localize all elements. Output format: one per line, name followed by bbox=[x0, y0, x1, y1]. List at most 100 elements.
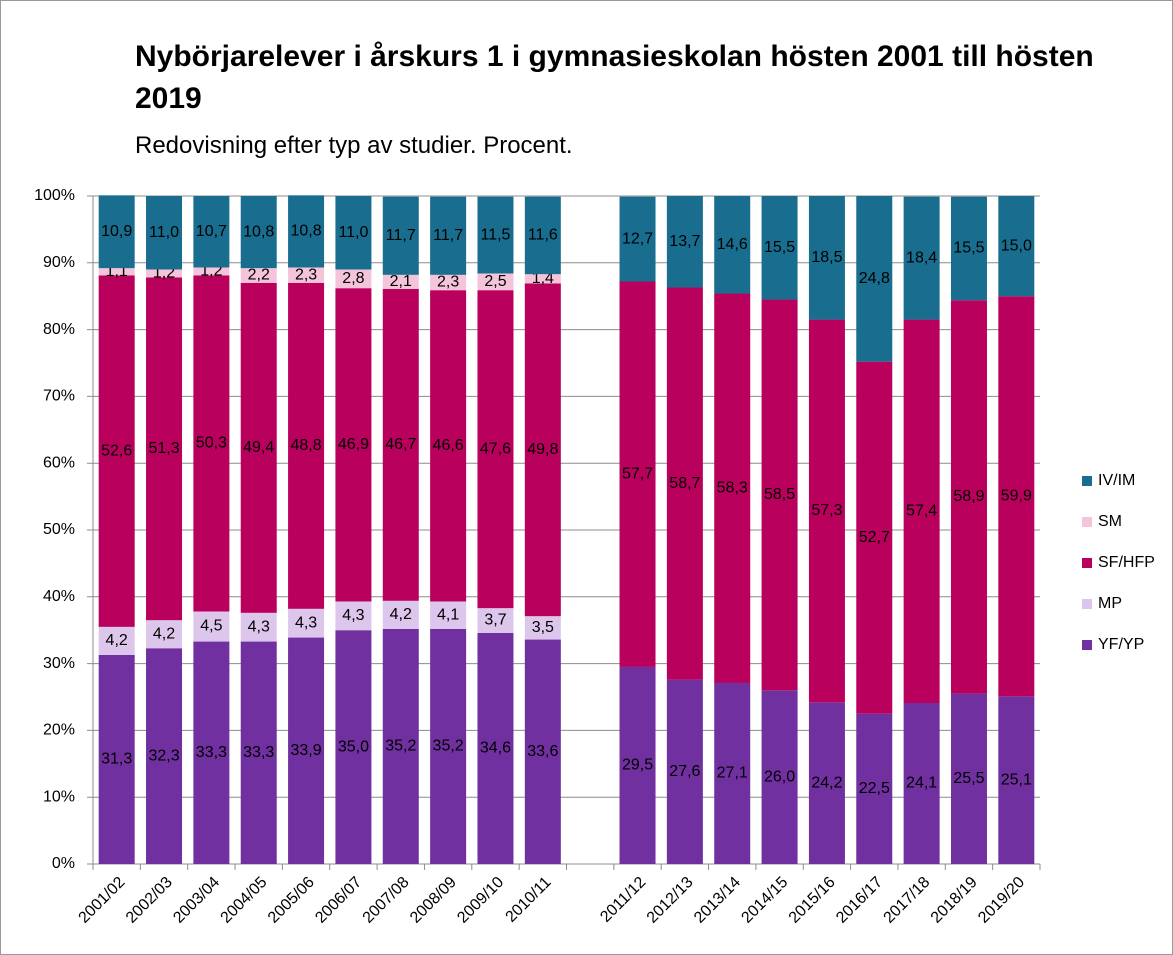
bar-segment bbox=[382, 628, 419, 864]
data-label: 2,3 bbox=[437, 274, 459, 291]
bar-segment bbox=[335, 196, 372, 270]
data-label: 11,0 bbox=[149, 224, 179, 241]
data-label: 10,8 bbox=[243, 223, 274, 240]
bar-segment bbox=[240, 641, 277, 864]
x-tick-label: 2007/08 bbox=[360, 874, 413, 927]
bar-segment bbox=[524, 639, 561, 864]
data-label: 24,8 bbox=[859, 270, 890, 287]
data-label: 35,0 bbox=[338, 738, 369, 755]
data-label: 11,5 bbox=[480, 226, 510, 243]
bar-segment bbox=[382, 600, 419, 629]
bar-segment bbox=[98, 195, 135, 269]
bar-segment bbox=[477, 196, 514, 274]
bar-segment bbox=[335, 601, 372, 631]
data-label: 46,6 bbox=[433, 437, 464, 454]
legend-swatch bbox=[1082, 599, 1092, 609]
bar-segment bbox=[808, 196, 845, 320]
y-tick-label: 20% bbox=[43, 722, 75, 739]
bar-segment bbox=[524, 616, 561, 640]
data-label: 59,9 bbox=[1001, 487, 1032, 504]
data-label: 4,2 bbox=[153, 625, 175, 642]
data-label: 26,0 bbox=[764, 768, 795, 785]
bar-segment bbox=[193, 196, 230, 268]
data-label: 58,5 bbox=[764, 486, 795, 503]
data-label: 25,5 bbox=[953, 770, 984, 787]
data-label: 57,7 bbox=[622, 465, 653, 482]
x-tick-label: 2010/11 bbox=[503, 874, 555, 926]
bar-segment bbox=[477, 273, 514, 291]
bar-segment bbox=[288, 282, 325, 609]
x-tick-label: 2019/20 bbox=[975, 874, 1028, 927]
x-tick-label: 2008/09 bbox=[407, 874, 460, 927]
x-tick-label: 2005/06 bbox=[265, 874, 318, 927]
data-label: 33,6 bbox=[527, 743, 558, 760]
bar-segment bbox=[619, 196, 656, 282]
bar-segment bbox=[240, 612, 277, 642]
bar-segment bbox=[288, 267, 325, 283]
data-label: 10,7 bbox=[196, 223, 227, 240]
data-label: 11,7 bbox=[386, 227, 416, 244]
legend-swatch bbox=[1082, 476, 1092, 486]
data-label: 4,3 bbox=[295, 614, 317, 631]
y-tick-label: 90% bbox=[43, 254, 75, 271]
legend-label: IV/IM bbox=[1098, 472, 1135, 489]
bar-segment bbox=[335, 630, 372, 864]
data-label: 49,4 bbox=[243, 439, 274, 456]
data-label: 4,2 bbox=[390, 606, 412, 623]
data-label: 32,3 bbox=[148, 747, 179, 764]
legend-label: SM bbox=[1098, 513, 1122, 530]
bar-segment bbox=[288, 608, 325, 638]
data-label: 4,5 bbox=[200, 618, 222, 635]
legend-swatch bbox=[1082, 640, 1092, 650]
data-label: 34,6 bbox=[480, 740, 511, 757]
data-label: 52,7 bbox=[859, 529, 890, 546]
bar-segment bbox=[146, 196, 183, 270]
data-label: 29,5 bbox=[622, 757, 653, 774]
x-tick-label: 2004/05 bbox=[218, 874, 271, 927]
bar-segment bbox=[903, 196, 940, 320]
bar-segment bbox=[146, 620, 183, 649]
x-tick-label: 2001/02 bbox=[76, 874, 129, 927]
data-label: 18,5 bbox=[811, 249, 842, 266]
bar-segment bbox=[430, 601, 467, 629]
legend-swatch bbox=[1082, 558, 1092, 568]
bar-segment bbox=[619, 666, 656, 864]
bar-segment bbox=[666, 287, 703, 680]
data-label: 3,7 bbox=[484, 612, 506, 629]
data-label: 50,3 bbox=[196, 435, 227, 452]
bar-segment bbox=[856, 713, 893, 864]
data-label: 10,9 bbox=[101, 223, 132, 240]
x-tick-label: 2003/04 bbox=[170, 874, 223, 927]
y-tick-label: 0% bbox=[52, 855, 75, 872]
data-label: 4,3 bbox=[342, 607, 364, 624]
x-tick-label: 2015/16 bbox=[786, 874, 839, 927]
data-label: 2,8 bbox=[342, 270, 364, 287]
data-label: 1,4 bbox=[532, 270, 554, 287]
chart-title: Nybörjarelever i årskurs 1 i gymnasiesko… bbox=[135, 40, 1094, 115]
x-tick-label: 2018/19 bbox=[928, 874, 981, 927]
bar-segment bbox=[524, 274, 561, 284]
data-label: 10,8 bbox=[291, 223, 322, 240]
bar-segment bbox=[477, 608, 514, 633]
bar-segment bbox=[430, 274, 467, 291]
data-label: 15,5 bbox=[953, 240, 984, 257]
bar-segment bbox=[193, 275, 230, 612]
y-tick-label: 100% bbox=[34, 187, 75, 204]
bar-segment bbox=[193, 611, 230, 642]
data-label: 35,2 bbox=[433, 738, 464, 755]
x-tick-label: 2002/03 bbox=[123, 874, 176, 927]
bar-segment bbox=[950, 196, 987, 301]
bar-segment bbox=[146, 277, 183, 621]
bar-segment bbox=[714, 682, 751, 864]
data-label: 48,8 bbox=[291, 437, 322, 454]
data-label: 22,5 bbox=[859, 780, 890, 797]
data-label: 2,3 bbox=[295, 266, 317, 283]
data-label: 57,4 bbox=[906, 503, 937, 520]
x-tick-label: 2013/14 bbox=[691, 874, 744, 927]
bar-segment bbox=[98, 654, 135, 864]
bar-segment bbox=[903, 319, 940, 704]
x-tick-label: 2017/18 bbox=[881, 874, 934, 927]
data-label: 27,6 bbox=[669, 763, 700, 780]
